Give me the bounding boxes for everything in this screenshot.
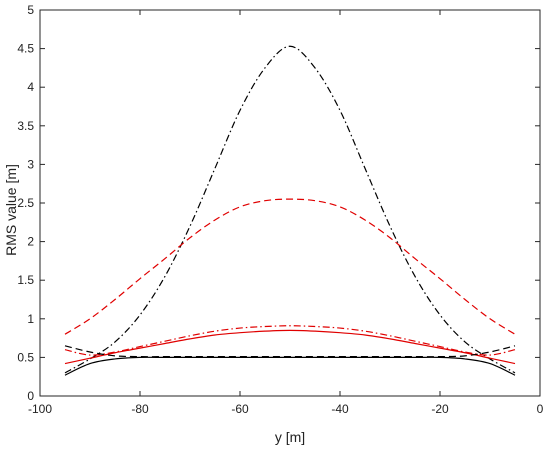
y-tick-label: 0.5 <box>17 350 34 364</box>
axes-layer: -100 -80 -60 -40 -20 0 0 0.5 1 1.5 2 2.5 3 3.5 4 4.5 5 <box>17 3 543 416</box>
series-line-4 <box>64 329 516 365</box>
y-axis-label: RMS value [m] <box>3 164 19 256</box>
y-tick-label: 1.5 <box>17 273 34 287</box>
x-tick-label: -80 <box>131 402 149 416</box>
plot-background <box>40 10 540 396</box>
series-line-3 <box>64 325 516 356</box>
x-axis-label: y [m] <box>275 429 305 445</box>
y-tick-label: 2.5 <box>17 196 34 210</box>
y-tick-label: 4 <box>27 80 34 94</box>
x-tick-label: -60 <box>231 402 249 416</box>
series-line-5 <box>64 345 516 358</box>
x-tick-label: -100 <box>28 402 52 416</box>
y-tick-label: 2 <box>27 235 34 249</box>
x-tick-label: -20 <box>431 402 449 416</box>
y-tick-label: 3 <box>27 157 34 171</box>
series-layer <box>64 45 516 376</box>
y-tick-label: 4.5 <box>17 42 34 56</box>
plot-area <box>40 10 540 396</box>
x-tick-label: -40 <box>331 402 349 416</box>
series-line-1 <box>64 45 516 374</box>
x-tick-label: 0 <box>537 402 544 416</box>
series-line-6 <box>64 356 516 376</box>
y-tick-label: 3.5 <box>17 119 34 133</box>
y-tick-label: 0 <box>27 389 34 403</box>
y-tick-label: 1 <box>27 312 34 326</box>
series-line-2 <box>64 198 516 335</box>
y-tick-label: 5 <box>27 3 34 17</box>
